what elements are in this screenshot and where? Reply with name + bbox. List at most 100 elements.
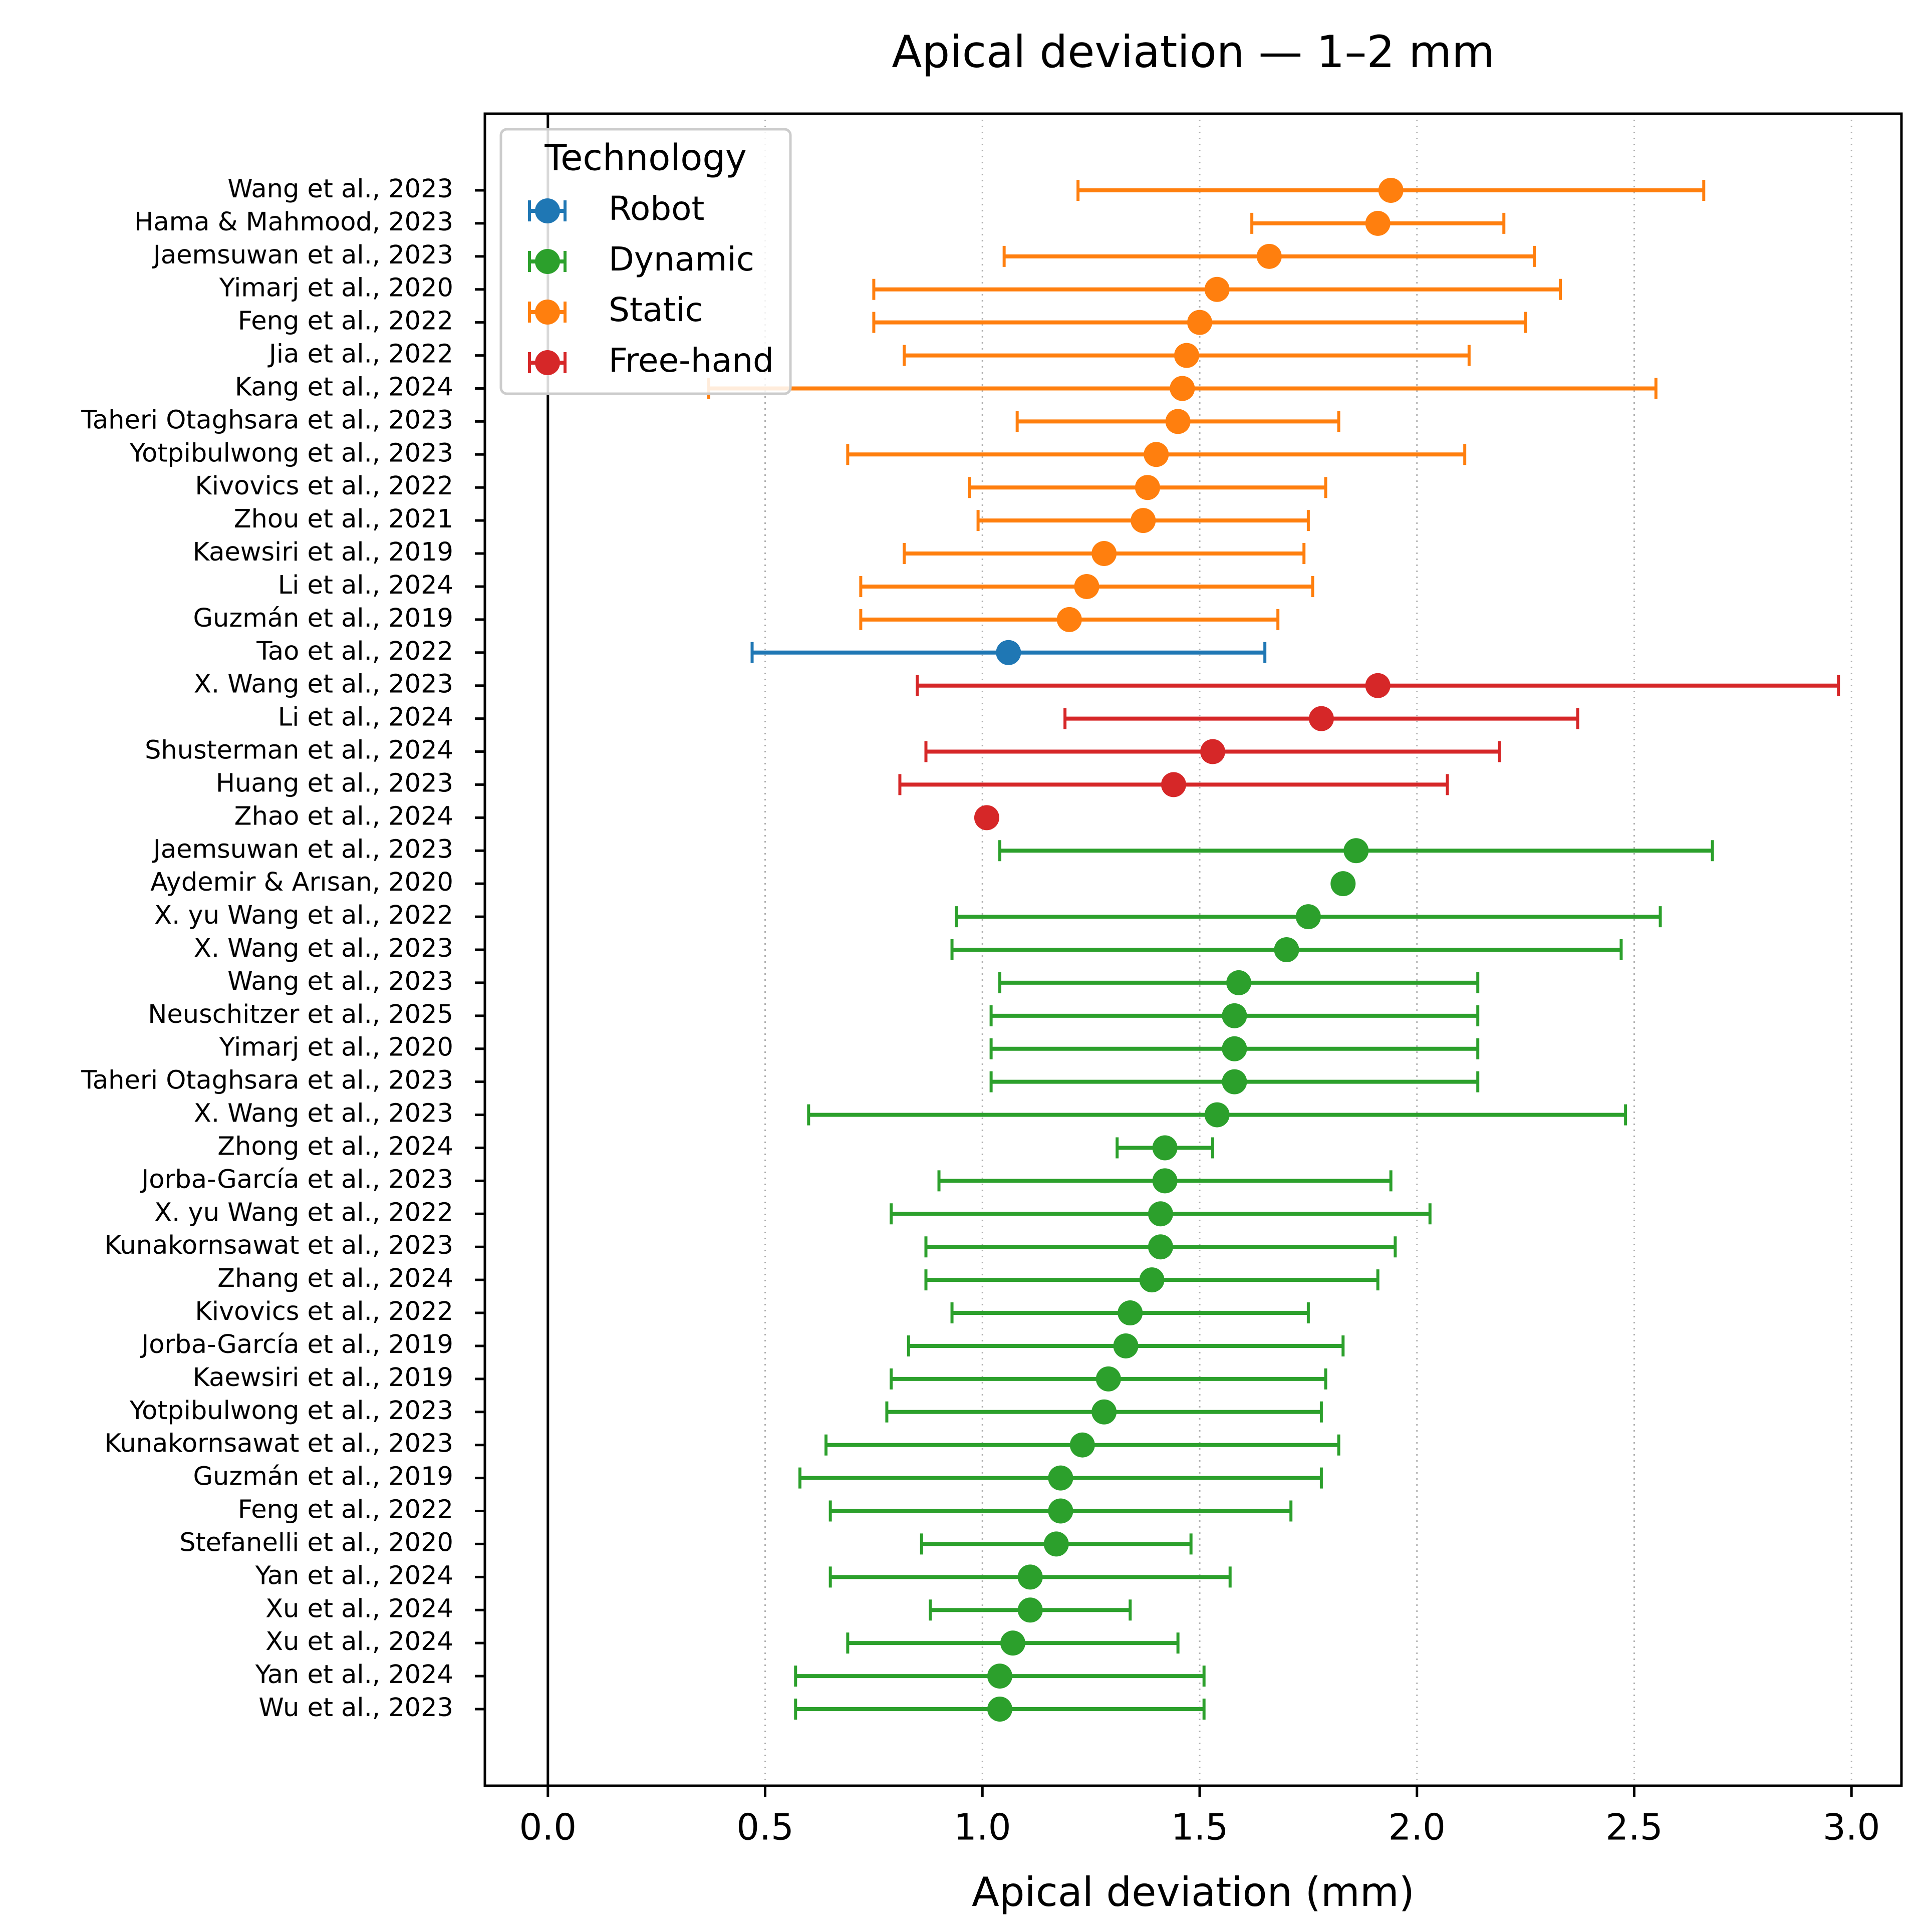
mean-point-free-hand xyxy=(1365,673,1391,698)
study-label: Kunakornsawat et al., 2023 xyxy=(104,1429,453,1459)
x-tick-label: 1.0 xyxy=(954,1806,1011,1848)
study-label: Xu et al., 2024 xyxy=(265,1627,453,1657)
legend-label: Free-hand xyxy=(609,341,774,380)
legend-entry-free-hand: Free-hand xyxy=(528,341,774,380)
mean-points xyxy=(974,178,1404,1722)
study-label: X. yu Wang et al., 2022 xyxy=(154,901,453,930)
mean-point-static xyxy=(1144,442,1169,467)
mean-point-dynamic xyxy=(1152,1135,1178,1161)
legend-label: Robot xyxy=(609,189,704,228)
mean-point-dynamic xyxy=(1274,937,1299,962)
study-label: Kunakornsawat et al., 2023 xyxy=(104,1231,453,1260)
study-label: Feng et al., 2022 xyxy=(238,307,453,336)
mean-point-static xyxy=(1256,243,1282,269)
mean-point-static xyxy=(1170,376,1195,401)
mean-point-dynamic xyxy=(1069,1432,1095,1458)
mean-point-free-hand xyxy=(974,805,999,831)
mean-point-dynamic xyxy=(1222,1003,1247,1028)
legend-swatch-marker xyxy=(535,300,560,325)
study-label: X. Wang et al., 2023 xyxy=(194,934,453,963)
mean-point-dynamic xyxy=(1017,1564,1043,1590)
study-label: Yotpibulwong et al., 2023 xyxy=(129,1396,453,1426)
legend: Technology Robot Dynamic Static Free-hand xyxy=(499,128,792,395)
study-label: Li et al., 2024 xyxy=(278,703,453,732)
mean-point-static xyxy=(1135,475,1160,500)
mean-point-free-hand xyxy=(1200,739,1226,764)
study-label: Yimarj et al., 2020 xyxy=(219,273,453,303)
mean-point-dynamic xyxy=(1017,1597,1043,1623)
study-label: Guzmán et al., 2019 xyxy=(193,1462,453,1492)
study-label: Taheri Otaghsara et al., 2023 xyxy=(81,405,453,435)
study-label: Kivovics et al., 2022 xyxy=(195,1297,453,1326)
mean-point-dynamic xyxy=(1152,1168,1178,1194)
mean-point-dynamic xyxy=(1113,1333,1139,1358)
mean-point-dynamic xyxy=(1000,1630,1025,1656)
study-label: Zhou et al., 2021 xyxy=(234,504,453,534)
mean-point-robot xyxy=(996,640,1021,665)
mean-point-dynamic xyxy=(1226,970,1252,995)
legend-label: Dynamic xyxy=(609,240,754,279)
study-label: Zhang et al., 2024 xyxy=(217,1264,453,1293)
mean-point-dynamic xyxy=(1118,1300,1143,1326)
study-label: Xu et al., 2024 xyxy=(265,1594,453,1623)
study-label: Li et al., 2024 xyxy=(278,571,453,600)
x-axis-label: Apical deviation (mm) xyxy=(972,1869,1415,1915)
legend-entry-dynamic: Dynamic xyxy=(528,240,754,279)
study-label: Kivovics et al., 2022 xyxy=(195,471,453,501)
mean-point-dynamic xyxy=(1222,1036,1247,1061)
mean-point-static xyxy=(1204,277,1230,302)
study-label: Jia et al., 2022 xyxy=(267,340,453,369)
mean-point-static xyxy=(1187,310,1213,335)
study-label: Zhao et al., 2024 xyxy=(234,801,453,831)
x-tick-label: 0.5 xyxy=(736,1806,794,1848)
mean-point-dynamic xyxy=(987,1697,1012,1722)
mean-point-dynamic xyxy=(1222,1069,1247,1094)
study-label: Jorba-García et al., 2023 xyxy=(140,1165,453,1194)
mean-point-dynamic xyxy=(1148,1234,1173,1260)
x-tick-label: 2.5 xyxy=(1605,1806,1663,1848)
study-label: Feng et al., 2022 xyxy=(238,1495,453,1525)
study-label: Yan et al., 2024 xyxy=(255,1660,453,1690)
x-tick-label: 2.0 xyxy=(1388,1806,1446,1848)
study-label: Yotpibulwong et al., 2023 xyxy=(129,438,453,468)
study-label: Stefanelli et al., 2020 xyxy=(179,1528,453,1557)
legend-entry-robot: Robot xyxy=(528,189,704,228)
study-label: X. yu Wang et al., 2022 xyxy=(154,1198,453,1227)
legend-label: Static xyxy=(609,291,703,329)
mean-point-dynamic xyxy=(1043,1531,1069,1557)
legend-entry-static: Static xyxy=(528,291,703,329)
legend-entries: Robot Dynamic Static Free-hand xyxy=(528,189,774,380)
study-label: Huang et al., 2023 xyxy=(216,768,453,798)
mean-point-static xyxy=(1091,541,1117,567)
study-label: Taheri Otaghsara et al., 2023 xyxy=(81,1066,453,1095)
mean-point-free-hand xyxy=(1161,772,1186,797)
mean-point-static xyxy=(1174,343,1199,368)
study-label: Jaemsuwan et al., 2023 xyxy=(152,240,453,270)
study-label: Kaewsiri et al., 2019 xyxy=(193,537,453,567)
mean-point-dynamic xyxy=(1095,1366,1121,1392)
x-tick-label: 0.0 xyxy=(519,1806,577,1848)
mean-point-static xyxy=(1074,574,1099,599)
x-axis-ticks: 0.0 0.5 1.0 1.5 2.0 2.5 3.0 xyxy=(519,1786,1880,1848)
study-label: Shusterman et al., 2024 xyxy=(145,736,453,765)
mean-point-dynamic xyxy=(1295,904,1321,930)
mean-point-dynamic xyxy=(1204,1102,1230,1128)
study-label: Kang et al., 2024 xyxy=(235,372,453,402)
mean-point-dynamic xyxy=(1048,1498,1073,1524)
mean-point-static xyxy=(1165,409,1191,434)
study-label: Yimarj et al., 2020 xyxy=(219,1033,453,1062)
x-tick-label: 1.5 xyxy=(1171,1806,1229,1848)
mean-point-dynamic xyxy=(1048,1465,1073,1491)
mean-point-static xyxy=(1365,210,1391,236)
study-label: X. Wang et al., 2023 xyxy=(194,1099,453,1129)
study-label: Kaewsiri et al., 2019 xyxy=(193,1363,453,1393)
study-label: X. Wang et al., 2023 xyxy=(194,670,453,699)
mean-point-static xyxy=(1131,508,1156,533)
legend-swatch-marker xyxy=(535,350,560,375)
study-label: Aydemir & Arısan, 2020 xyxy=(150,868,453,897)
legend-box xyxy=(499,128,792,395)
study-label: Wang et al., 2023 xyxy=(227,967,453,996)
mean-point-dynamic xyxy=(1330,871,1356,897)
